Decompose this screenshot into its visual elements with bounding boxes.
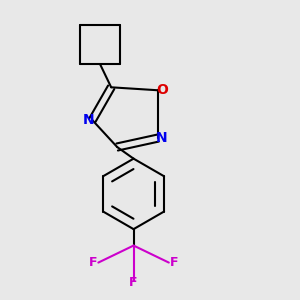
Text: F: F [170,256,178,269]
Text: N: N [156,131,167,145]
Text: F: F [89,256,97,269]
Text: F: F [129,276,138,290]
Text: O: O [157,83,169,97]
Text: N: N [83,113,94,127]
